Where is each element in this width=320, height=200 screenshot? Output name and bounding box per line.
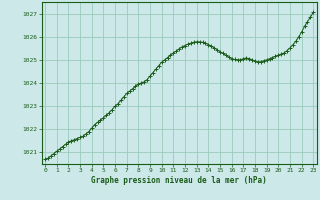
X-axis label: Graphe pression niveau de la mer (hPa): Graphe pression niveau de la mer (hPa) bbox=[91, 176, 267, 185]
